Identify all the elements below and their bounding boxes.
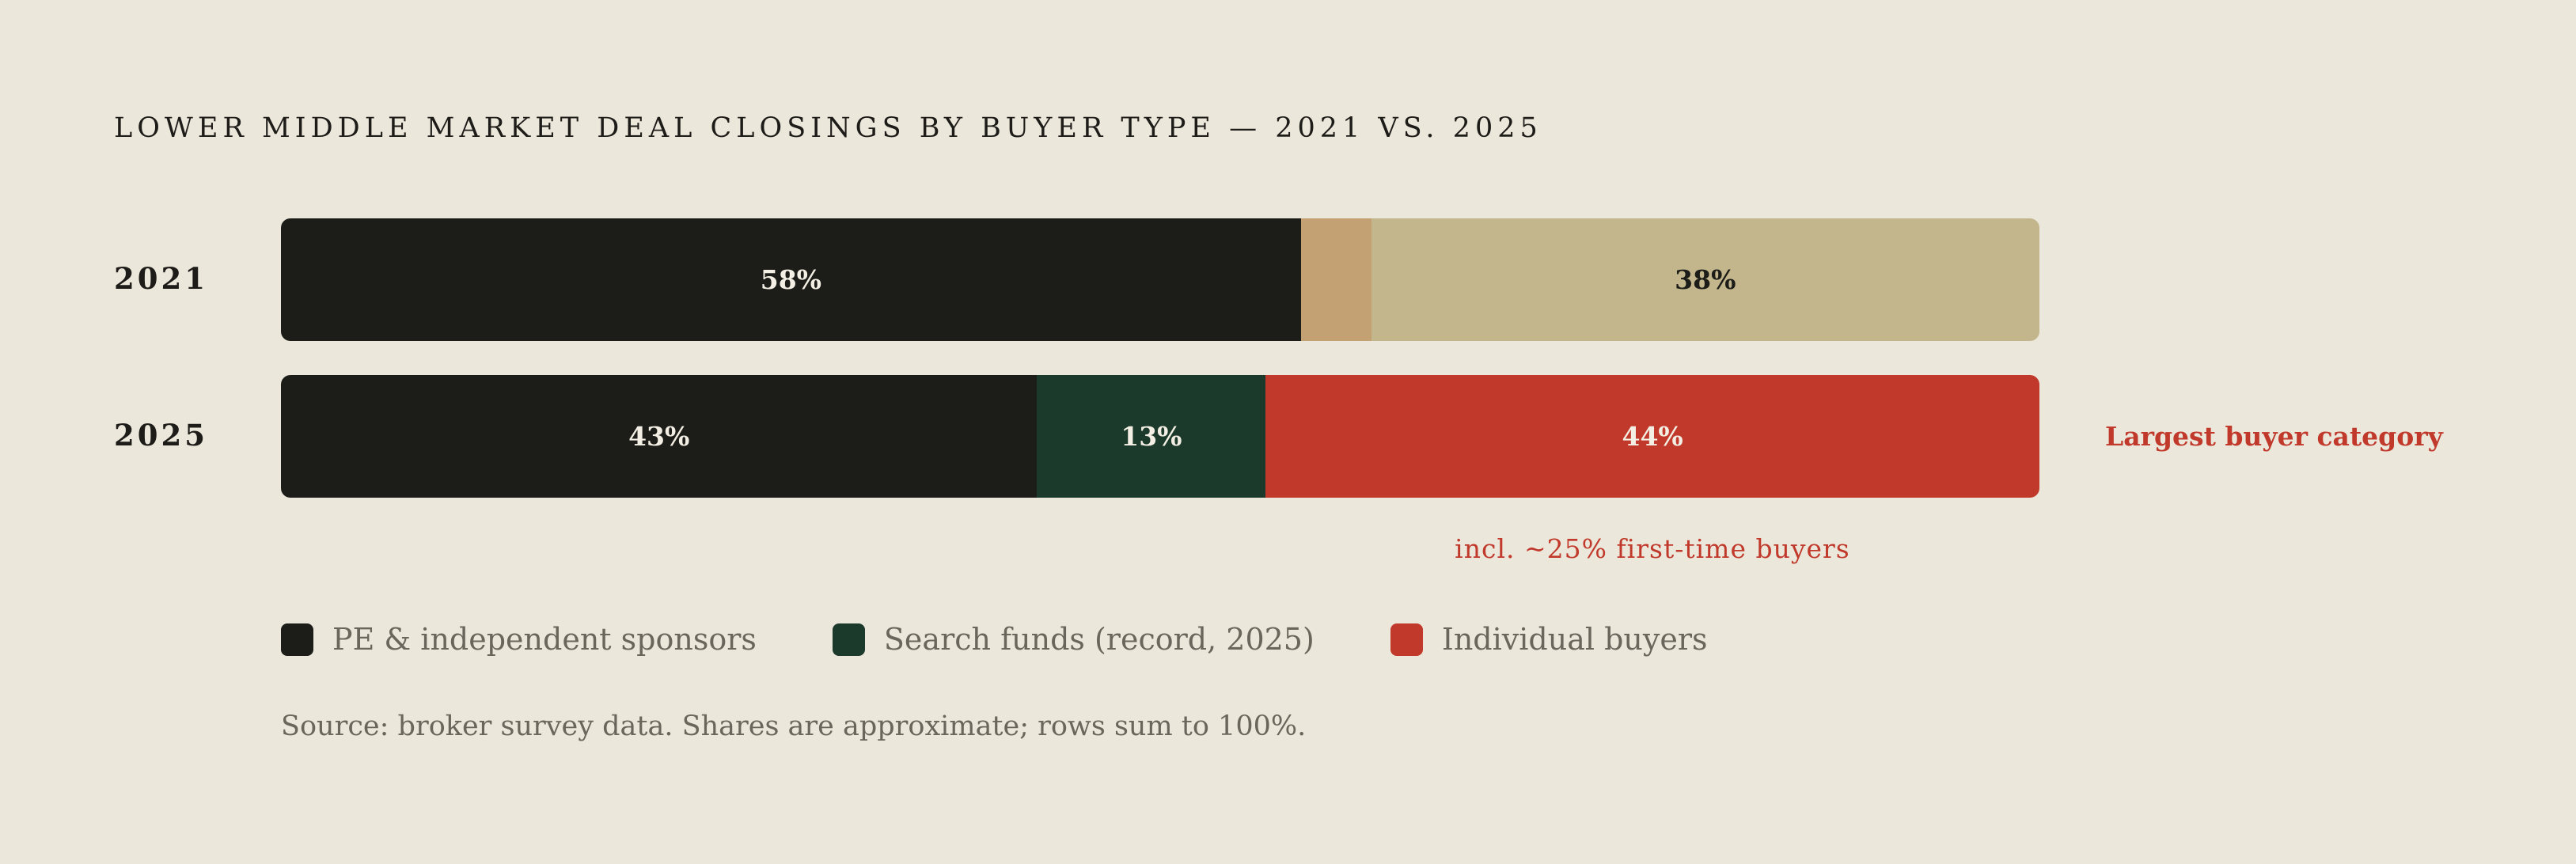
first-time-buyers-note: incl. ~25% first-time buyers (1455, 533, 1850, 564)
legend-item-search-funds: Search funds (record, 2025) (832, 622, 1315, 657)
bar-2021: 58% 38% (281, 218, 2039, 341)
bar-segment-2025-search-funds-record-2025: 13% (1037, 375, 1266, 498)
data-label-2025-pe-independent-sponsors: 43% (628, 421, 690, 452)
legend-item-pe: PE & independent sponsors (281, 622, 757, 657)
bar-2025: 43% 13% 44% (281, 375, 2039, 498)
legend-item-individual: Individual buyers (1390, 622, 1708, 657)
data-label-2021-individual-buyers: 38% (1675, 264, 1736, 295)
bar-segment-2025-individual-buyers: 44% (1265, 375, 2039, 498)
largest-category-annotation: Largest buyer category (2105, 421, 2443, 452)
row-label-2025: 2025 (114, 418, 208, 453)
legend-swatch-search-funds (832, 623, 865, 656)
legend-label-pe: PE & independent sponsors (332, 622, 757, 657)
legend-label-search-funds: Search funds (record, 2025) (883, 622, 1315, 657)
data-label-2025-search-funds-record-2025: 13% (1121, 421, 1182, 452)
legend-swatch-individual (1390, 623, 1423, 656)
legend-swatch-pe (281, 623, 313, 656)
bar-segment-2021-individual-buyers: 38% (1371, 218, 2039, 341)
data-label-2021-pe-independent-sponsors: 58% (760, 264, 822, 295)
data-label-2025-individual-buyers: 44% (1622, 421, 1683, 452)
bar-segment-2025-pe-independent-sponsors: 43% (281, 375, 1038, 498)
legend: PE & independent sponsors Search funds (… (281, 622, 1784, 657)
chart-title: LOWER MIDDLE MARKET DEAL CLOSINGS BY BUY… (114, 112, 1542, 144)
bar-segment-2021-search-funds-record-2025 (1300, 218, 1371, 341)
row-label-2021: 2021 (114, 261, 208, 296)
bar-segment-2021-pe-independent-sponsors: 58% (281, 218, 1301, 341)
legend-label-individual: Individual buyers (1441, 622, 1708, 657)
source-note: Source: broker survey data. Shares are a… (281, 711, 1307, 742)
